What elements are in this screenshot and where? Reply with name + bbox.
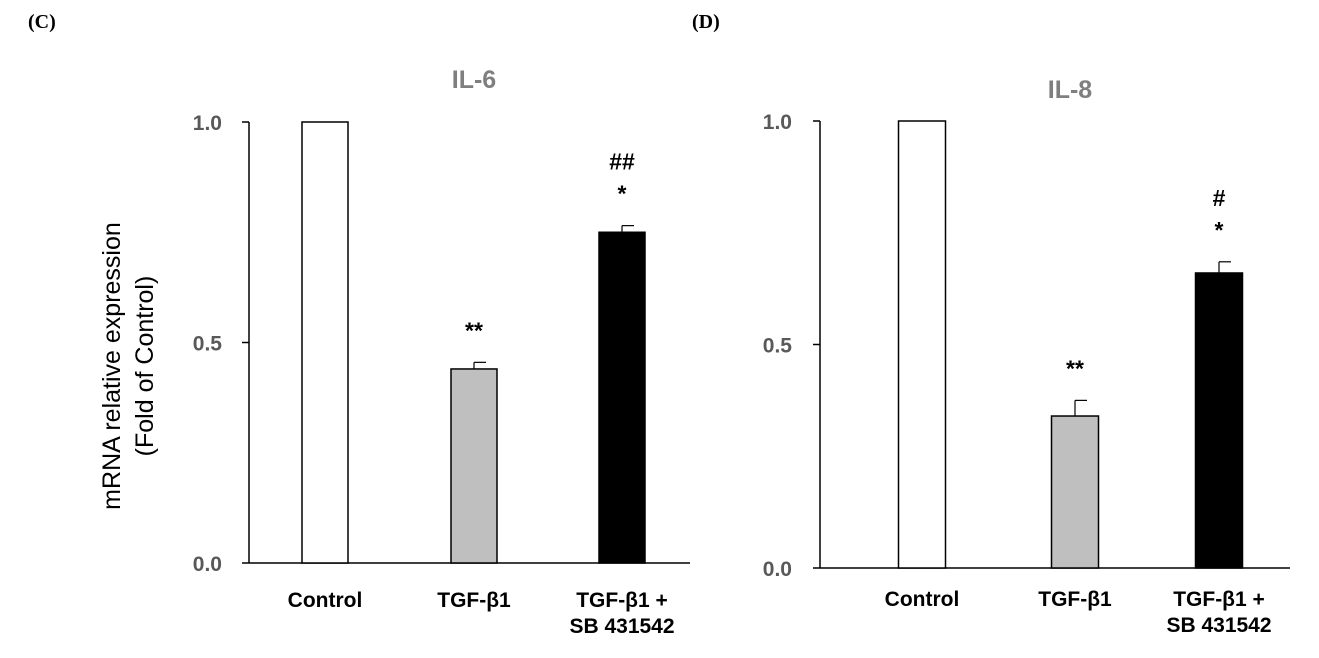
y-tick-label: 0.0 — [193, 553, 222, 576]
y-axis-label-line-1: mRNA relative expression — [98, 222, 126, 510]
category-label: SB 431542 — [569, 615, 674, 638]
y-axis-label-line-2: (Fold of Control) — [131, 276, 159, 457]
bar — [1050, 415, 1100, 569]
bar — [897, 120, 947, 569]
category-label: TGF-β1 — [1038, 588, 1112, 611]
chart-title: IL-6 — [452, 66, 496, 94]
category-label: TGF-β1 + — [576, 589, 668, 612]
significance-mark: * — [1215, 217, 1224, 243]
category-label: Control — [885, 588, 960, 611]
category-label: TGF-β1 — [437, 589, 511, 612]
bar — [450, 368, 498, 564]
bar — [1194, 272, 1244, 569]
bar — [598, 231, 646, 564]
significance-mark: ** — [1066, 355, 1084, 381]
y-tick-label: 1.0 — [763, 111, 792, 134]
category-label: Control — [288, 589, 363, 612]
y-tick-label: 0.0 — [763, 558, 792, 581]
category-label: TGF-β1 + — [1173, 588, 1265, 611]
panel-label-c: (C) — [28, 11, 56, 33]
chart-title: IL-8 — [1048, 76, 1093, 104]
significance-mark: # — [1213, 185, 1226, 211]
significance-mark: ** — [465, 317, 483, 343]
category-label: SB 431542 — [1166, 614, 1271, 637]
y-tick-label: 0.5 — [193, 333, 223, 356]
bar — [301, 121, 349, 564]
panel-label-d: (D) — [692, 11, 720, 33]
y-tick-label: 0.5 — [763, 335, 793, 358]
significance-mark: ## — [609, 149, 635, 175]
y-tick-label: 1.0 — [193, 112, 222, 135]
significance-mark: * — [618, 181, 627, 207]
chart-il8: IL-8 0.0 0.5 1.0 Control ** TGF-β1 * # TGF-β1 + S… — [763, 76, 1290, 637]
chart-il6: IL-6 mRNA relative expression (Fold of C… — [98, 66, 690, 638]
